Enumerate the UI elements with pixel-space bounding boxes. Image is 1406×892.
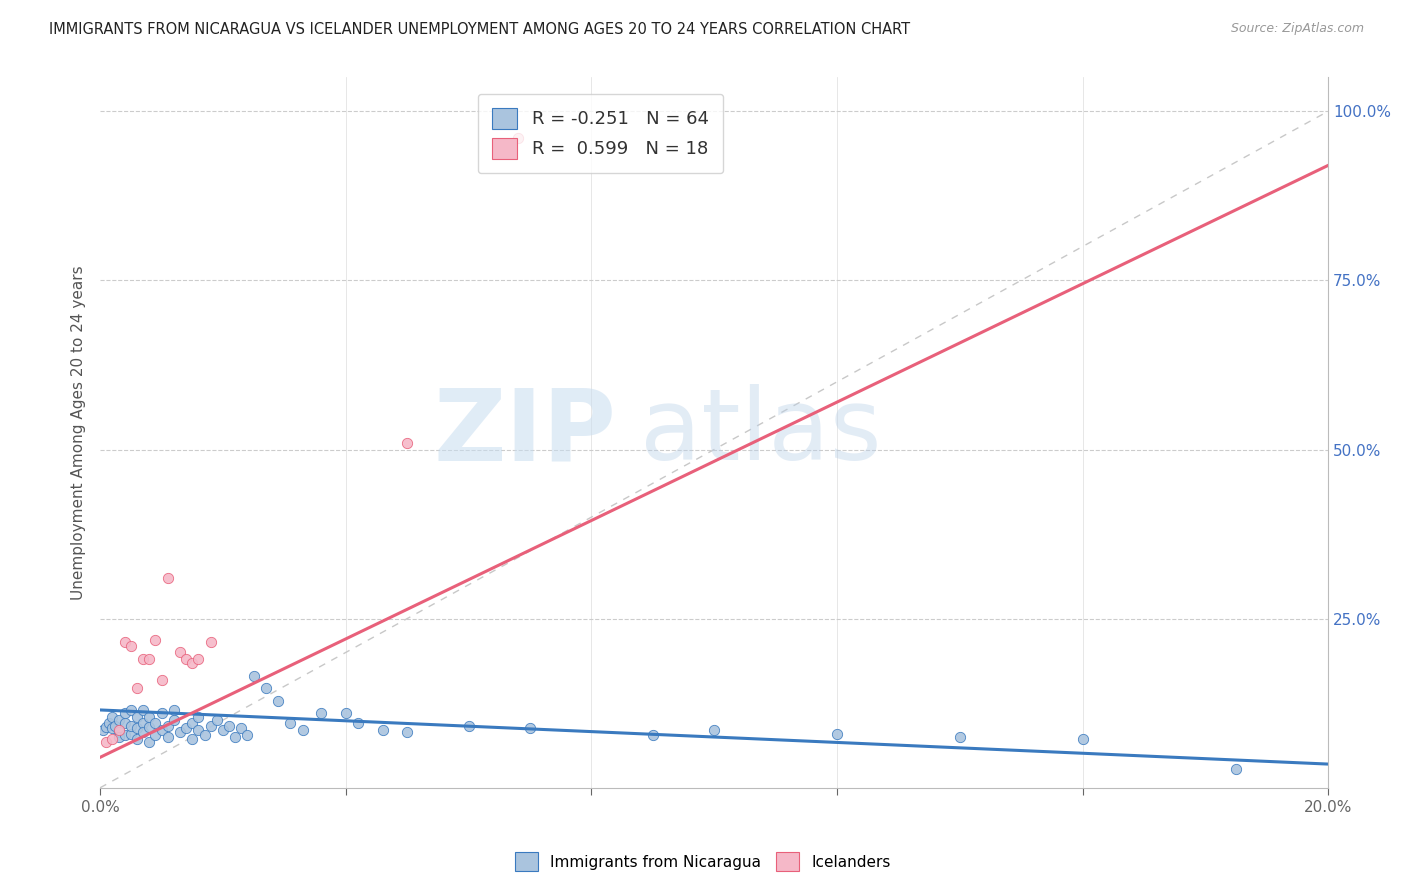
- Point: [101, 710, 124, 724]
- Point: [193, 728, 215, 742]
- Point: [96, 735, 118, 749]
- Point: [163, 703, 186, 717]
- Point: [156, 571, 179, 585]
- Point: [150, 723, 173, 738]
- Point: [132, 716, 155, 731]
- Point: [174, 721, 197, 735]
- Point: [335, 706, 357, 721]
- Point: [91, 723, 114, 738]
- Text: Source: ZipAtlas.com: Source: ZipAtlas.com: [1230, 22, 1364, 36]
- Point: [187, 723, 209, 738]
- Point: [156, 730, 179, 744]
- Legend: Immigrants from Nicaragua, Icelanders: Immigrants from Nicaragua, Icelanders: [509, 847, 897, 877]
- Point: [114, 706, 136, 721]
- Point: [506, 131, 529, 145]
- Point: [163, 713, 186, 727]
- Point: [120, 703, 142, 717]
- Point: [150, 673, 173, 687]
- Point: [641, 728, 664, 742]
- Point: [181, 656, 204, 670]
- Point: [825, 726, 848, 740]
- Point: [280, 716, 302, 731]
- Point: [200, 718, 222, 732]
- Point: [145, 728, 167, 742]
- Point: [236, 728, 259, 742]
- Point: [107, 723, 129, 738]
- Point: [174, 652, 197, 666]
- Point: [101, 732, 124, 747]
- Y-axis label: Unemployment Among Ages 20 to 24 years: Unemployment Among Ages 20 to 24 years: [72, 265, 86, 600]
- Point: [125, 710, 148, 724]
- Point: [396, 435, 419, 450]
- Text: ZIP: ZIP: [433, 384, 616, 481]
- Point: [107, 730, 129, 744]
- Point: [125, 721, 148, 735]
- Point: [169, 645, 191, 659]
- Point: [138, 720, 160, 734]
- Point: [107, 725, 129, 739]
- Point: [101, 721, 124, 735]
- Point: [371, 723, 394, 738]
- Point: [254, 681, 277, 695]
- Text: IMMIGRANTS FROM NICARAGUA VS ICELANDER UNEMPLOYMENT AMONG AGES 20 TO 24 YEARS CO: IMMIGRANTS FROM NICARAGUA VS ICELANDER U…: [49, 22, 910, 37]
- Point: [120, 639, 142, 653]
- Point: [138, 652, 160, 666]
- Point: [519, 721, 541, 735]
- Point: [138, 735, 160, 749]
- Point: [125, 732, 148, 747]
- Point: [107, 713, 129, 727]
- Point: [169, 725, 191, 739]
- Point: [224, 730, 246, 744]
- Point: [125, 681, 148, 695]
- Point: [703, 723, 725, 738]
- Point: [205, 713, 228, 727]
- Point: [457, 718, 479, 732]
- Point: [187, 652, 209, 666]
- Point: [200, 635, 222, 649]
- Point: [309, 706, 332, 721]
- Point: [150, 706, 173, 721]
- Point: [104, 718, 127, 732]
- Point: [231, 721, 253, 735]
- Point: [181, 732, 204, 747]
- Point: [267, 694, 290, 708]
- Legend: R = -0.251   N = 64, R =  0.599   N = 18: R = -0.251 N = 64, R = 0.599 N = 18: [478, 94, 723, 173]
- Point: [114, 728, 136, 742]
- Point: [949, 730, 972, 744]
- Point: [145, 633, 167, 648]
- Point: [242, 669, 264, 683]
- Point: [218, 718, 240, 732]
- Point: [120, 718, 142, 732]
- Point: [291, 723, 314, 738]
- Point: [1071, 732, 1094, 747]
- Point: [96, 720, 118, 734]
- Point: [156, 718, 179, 732]
- Point: [396, 725, 419, 739]
- Point: [212, 723, 235, 738]
- Point: [181, 716, 204, 731]
- Point: [187, 710, 209, 724]
- Point: [1225, 762, 1247, 776]
- Point: [347, 716, 370, 731]
- Point: [114, 635, 136, 649]
- Point: [132, 652, 155, 666]
- Text: atlas: atlas: [641, 384, 882, 481]
- Point: [132, 703, 155, 717]
- Point: [138, 710, 160, 724]
- Point: [98, 716, 121, 731]
- Point: [145, 716, 167, 731]
- Point: [120, 726, 142, 740]
- Point: [132, 725, 155, 739]
- Point: [114, 716, 136, 731]
